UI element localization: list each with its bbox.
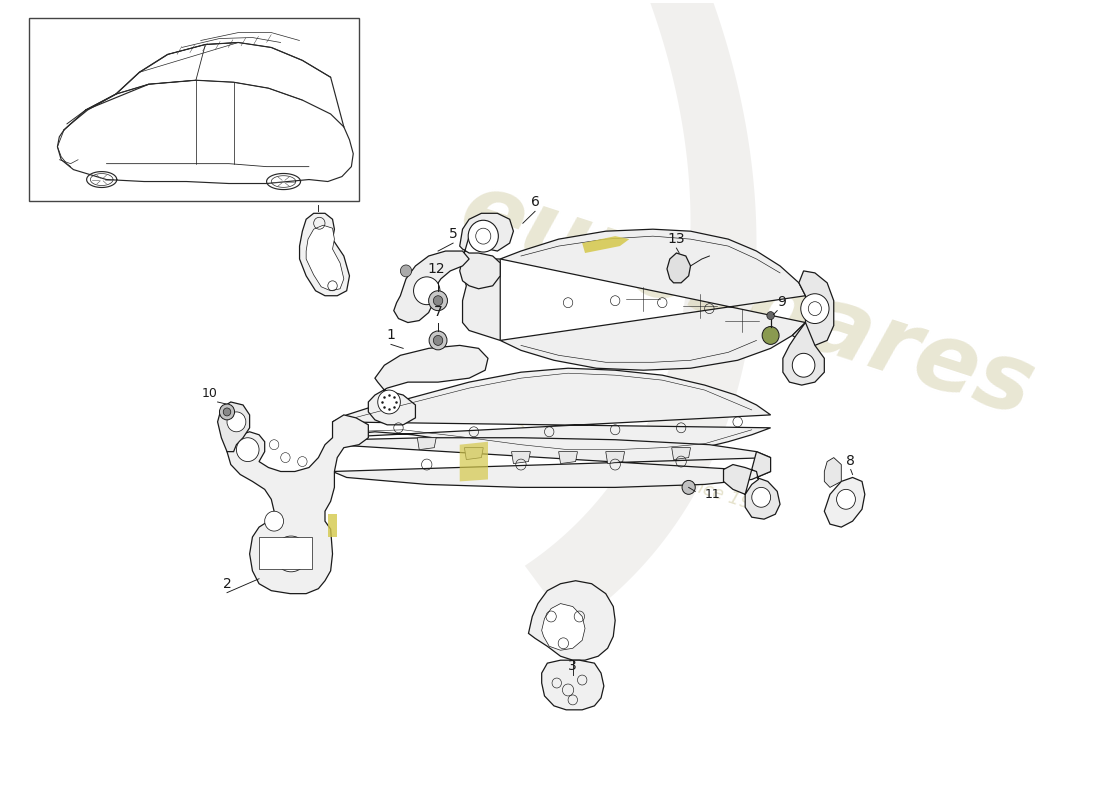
Polygon shape	[417, 438, 437, 450]
Text: 1: 1	[386, 329, 395, 342]
Text: 11: 11	[705, 488, 720, 501]
Polygon shape	[299, 214, 350, 296]
Polygon shape	[460, 214, 514, 289]
Circle shape	[429, 331, 447, 350]
Text: 8: 8	[846, 454, 855, 467]
Polygon shape	[783, 322, 824, 385]
Polygon shape	[218, 402, 250, 452]
Bar	[30, 18, 359, 202]
Circle shape	[751, 487, 771, 507]
Circle shape	[762, 326, 779, 344]
Polygon shape	[332, 368, 771, 456]
Text: 10: 10	[202, 387, 218, 400]
Polygon shape	[332, 438, 771, 487]
Polygon shape	[672, 448, 691, 459]
Circle shape	[236, 438, 258, 462]
Text: 5: 5	[449, 227, 458, 241]
Polygon shape	[368, 346, 488, 425]
Circle shape	[767, 312, 774, 319]
Circle shape	[265, 511, 284, 531]
Circle shape	[837, 490, 856, 510]
Circle shape	[274, 536, 308, 572]
Polygon shape	[792, 271, 834, 346]
Text: 12: 12	[427, 262, 446, 276]
Circle shape	[400, 265, 411, 277]
Polygon shape	[500, 229, 805, 370]
Circle shape	[792, 354, 815, 377]
Text: a passion for parts since 1985: a passion for parts since 1985	[512, 419, 776, 520]
Circle shape	[414, 277, 440, 305]
Polygon shape	[667, 253, 691, 283]
Polygon shape	[328, 514, 338, 537]
Polygon shape	[464, 448, 483, 459]
Polygon shape	[824, 458, 842, 487]
Text: 4: 4	[314, 190, 322, 203]
Polygon shape	[460, 442, 488, 482]
Polygon shape	[582, 236, 629, 253]
Polygon shape	[824, 478, 865, 527]
Polygon shape	[227, 415, 368, 594]
Polygon shape	[606, 452, 625, 463]
Text: 7: 7	[433, 305, 442, 318]
Text: 9: 9	[778, 294, 786, 309]
Text: eurospares: eurospares	[449, 165, 1045, 437]
Circle shape	[469, 220, 498, 252]
Polygon shape	[258, 537, 311, 569]
Polygon shape	[541, 603, 585, 650]
Text: 2: 2	[222, 577, 231, 590]
Circle shape	[377, 390, 400, 414]
Circle shape	[433, 296, 443, 306]
Polygon shape	[559, 452, 578, 463]
Text: 6: 6	[530, 195, 539, 210]
Circle shape	[801, 294, 829, 323]
Text: 3: 3	[569, 659, 578, 673]
Polygon shape	[525, 0, 757, 628]
Polygon shape	[541, 660, 604, 710]
Polygon shape	[306, 226, 344, 290]
Circle shape	[220, 404, 234, 420]
Polygon shape	[528, 581, 615, 660]
Circle shape	[429, 290, 448, 310]
Circle shape	[682, 481, 695, 494]
Text: 13: 13	[668, 232, 685, 246]
Polygon shape	[394, 251, 469, 322]
Polygon shape	[462, 259, 501, 341]
Circle shape	[433, 335, 443, 346]
Circle shape	[223, 408, 231, 416]
Polygon shape	[512, 452, 530, 463]
Polygon shape	[724, 452, 780, 519]
Circle shape	[227, 412, 245, 432]
